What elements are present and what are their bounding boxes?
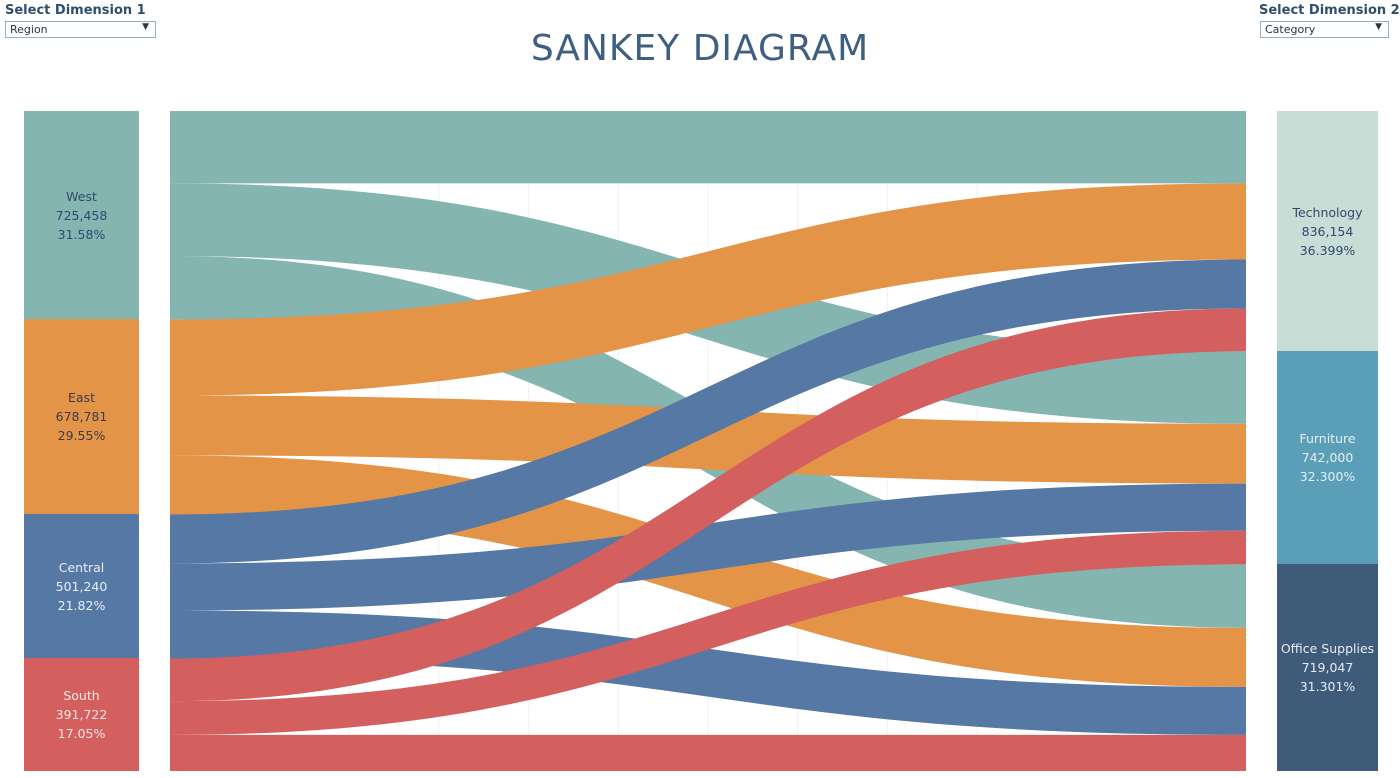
source-node-name: West	[66, 188, 97, 204]
target-node-name: Furniture	[1299, 431, 1356, 447]
dimension-2-value: Category	[1265, 23, 1316, 36]
flow-central-to-furniture	[170, 483, 1246, 611]
target-node-technology: Technology 836,154 36.399%	[1277, 111, 1378, 352]
target-node-pct: 31.301%	[1299, 679, 1356, 695]
target-node-value: 742,000	[1301, 450, 1354, 466]
flow-east-to-technology	[170, 183, 1246, 396]
flow-south-to-technology	[170, 308, 1246, 702]
dimension-2-select[interactable]: Category ▼	[1260, 21, 1389, 38]
source-node-pct: 29.55%	[57, 428, 106, 444]
source-node-value: 391,722	[55, 707, 108, 723]
source-node-central: Central 501,240 21.82%	[24, 514, 139, 659]
flow-central-to-technology	[170, 259, 1246, 564]
dimension-1-select[interactable]: Region ▼	[5, 21, 156, 38]
flow-west-to-technology	[170, 111, 1246, 184]
source-node-name: South	[63, 688, 100, 704]
source-node-value: 725,458	[55, 207, 108, 223]
chevron-down-icon: ▼	[142, 22, 149, 32]
dimension-2-label: Select Dimension 2	[1259, 3, 1400, 18]
target-node-value: 836,154	[1301, 223, 1354, 239]
target-node-pct: 32.300%	[1299, 469, 1356, 485]
chevron-down-icon: ▼	[1375, 22, 1382, 32]
flow-east-to-furniture	[170, 395, 1246, 484]
dimension-1-label: Select Dimension 1	[5, 3, 146, 18]
target-node-name: Office Supplies	[1280, 641, 1375, 657]
source-node-pct: 17.05%	[57, 726, 106, 742]
target-node-office-supplies: Office Supplies 719,047 31.301%	[1277, 564, 1378, 771]
target-node-pct: 36.399%	[1299, 242, 1356, 258]
source-node-pct: 31.58%	[57, 226, 106, 242]
target-node-furniture: Furniture 742,000 32.300%	[1277, 351, 1378, 565]
source-node-value: 678,781	[55, 409, 108, 425]
source-node-name: Central	[58, 559, 105, 575]
target-node-value: 719,047	[1301, 660, 1354, 676]
source-node-value: 501,240	[55, 578, 108, 594]
flow-south-to-furniture	[170, 530, 1246, 735]
dimension-1-value: Region	[10, 23, 48, 36]
source-node-south: South 391,722 17.05%	[24, 658, 139, 771]
source-node-east: East 678,781 29.55%	[24, 319, 139, 515]
flow-south-to-office-supplies	[170, 734, 1246, 771]
source-node-name: East	[68, 390, 95, 406]
source-node-west: West 725,458 31.58%	[24, 111, 139, 320]
source-node-pct: 21.82%	[57, 597, 106, 613]
chart-title: SANKEY DIAGRAM	[530, 28, 870, 69]
target-node-name: Technology	[1292, 204, 1363, 220]
